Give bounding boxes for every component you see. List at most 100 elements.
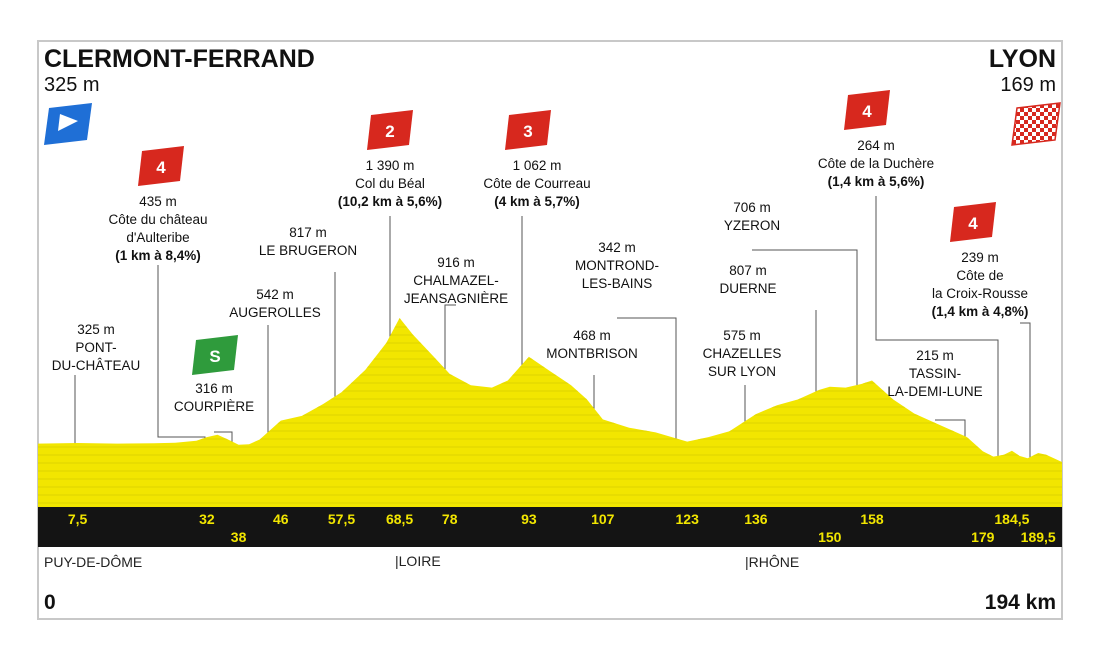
km-marker: 184,5 bbox=[994, 511, 1029, 527]
waypoint-68-5: 1 390 m Col du Béal (10,2 km à 5,6%) bbox=[338, 158, 442, 209]
km-marker: 189,5 bbox=[1021, 529, 1056, 545]
km-marker: 93 bbox=[521, 511, 537, 527]
svg-text:2: 2 bbox=[385, 122, 394, 141]
waypoint-text: 435 m bbox=[139, 194, 177, 209]
waypoint-179: 215 m TASSIN- LA-DEMI-LUNE bbox=[887, 348, 982, 399]
waypoint-text: LA-DEMI-LUNE bbox=[887, 384, 982, 399]
leader-line bbox=[875, 196, 999, 461]
waypoint-text: 575 m bbox=[723, 328, 761, 343]
waypoint-text: 264 m bbox=[857, 138, 895, 153]
leader-line bbox=[1020, 322, 1031, 461]
waypoint-93: 1 062 m Côte de Courreau (4 km à 5,7%) bbox=[483, 158, 590, 209]
waypoint-text: la Croix-Rousse bbox=[932, 286, 1028, 301]
waypoint-text: MONTBRISON bbox=[546, 346, 638, 361]
waypoint-text: 239 m bbox=[961, 250, 999, 265]
km-marker: 32 bbox=[199, 511, 215, 527]
waypoint-text: DU-CHÂTEAU bbox=[52, 358, 141, 373]
km-marker: 46 bbox=[273, 511, 289, 527]
waypoint-text: YZERON bbox=[724, 218, 780, 233]
climb-category-badge-icon: 4 bbox=[138, 146, 184, 186]
frame-border bbox=[37, 40, 1063, 620]
waypoint-text: LE BRUGERON bbox=[259, 243, 357, 258]
climb-stats: (1,4 km à 5,6%) bbox=[828, 174, 925, 189]
km-marker: 57,5 bbox=[328, 511, 355, 527]
waypoint-57-5: 817 m LE BRUGERON bbox=[259, 225, 357, 258]
waypoint-text: CHALMAZEL- bbox=[413, 273, 499, 288]
km-marker: 123 bbox=[676, 511, 700, 527]
km-marker: 107 bbox=[591, 511, 615, 527]
waypoint-136: 575 m CHAZELLES SUR LYON bbox=[703, 328, 782, 379]
finish-city: LYON bbox=[989, 45, 1056, 73]
svg-text:4: 4 bbox=[862, 102, 872, 121]
finish-flag-icon bbox=[1011, 102, 1061, 146]
waypoint-text: SUR LYON bbox=[708, 364, 776, 379]
waypoint-text: Côte de bbox=[956, 268, 1003, 283]
waypoint-78: 916 m CHALMAZEL- JEANSAGNIÈRE bbox=[404, 255, 508, 306]
km-marker: 68,5 bbox=[386, 511, 413, 527]
waypoint-184-5: 264 m Côte de la Duchère (1,4 km à 5,6%) bbox=[818, 138, 934, 189]
waypoint-text: 1 390 m bbox=[366, 158, 415, 173]
svg-text:4: 4 bbox=[968, 214, 978, 233]
waypoint-text: Côte du château bbox=[108, 212, 207, 227]
waypoint-158: 706 m YZERON bbox=[724, 200, 780, 233]
climb-stats: (10,2 km à 5,6%) bbox=[338, 194, 442, 209]
waypoint-32: 435 m Côte du château d'Aulteribe (1 km à 8… bbox=[108, 194, 207, 263]
climb-stats: (1 km à 8,4%) bbox=[115, 248, 201, 263]
waypoint-text: LES-BAINS bbox=[582, 276, 653, 291]
waypoint-text: DUERNE bbox=[719, 281, 776, 296]
climb-stats: (4 km à 5,7%) bbox=[494, 194, 580, 209]
waypoint-38: 316 m COURPIÈRE bbox=[174, 381, 254, 414]
waypoint-150: 807 m DUERNE bbox=[719, 263, 776, 296]
region-rhone: |RHÔNE bbox=[745, 554, 799, 570]
waypoint-text: Côte de Courreau bbox=[483, 176, 590, 191]
waypoint-123: 342 m MONTROND- LES-BAINS bbox=[575, 240, 659, 291]
svg-text:3: 3 bbox=[523, 122, 532, 141]
waypoint-text: 316 m bbox=[195, 381, 233, 396]
start-flag-icon bbox=[44, 103, 92, 145]
waypoint-text: AUGEROLLES bbox=[229, 305, 321, 320]
waypoint-text: COURPIÈRE bbox=[174, 399, 254, 414]
waypoint-text: 215 m bbox=[916, 348, 954, 363]
km-marker: 78 bbox=[442, 511, 458, 527]
waypoint-text: d'Aulteribe bbox=[126, 230, 189, 245]
waypoint-107: 468 m MONTBRISON bbox=[546, 328, 638, 361]
sprint-badge-icon: S bbox=[192, 335, 238, 375]
km-marker: 38 bbox=[231, 529, 247, 545]
climb-category-badge-icon: 4 bbox=[844, 90, 890, 130]
waypoint-text: 706 m bbox=[733, 200, 771, 215]
waypoint-text: 542 m bbox=[256, 287, 294, 302]
waypoint-text: 468 m bbox=[573, 328, 611, 343]
waypoint-189-5: 239 m Côte de la Croix-Rousse (1,4 km à 4,8… bbox=[932, 250, 1029, 319]
start-km: 0 bbox=[44, 591, 56, 614]
km-marker: 7,5 bbox=[68, 511, 88, 527]
waypoint-text: JEANSAGNIÈRE bbox=[404, 291, 508, 306]
km-marker: 179 bbox=[971, 529, 995, 545]
svg-text:4: 4 bbox=[156, 158, 166, 177]
waypoint-text: 342 m bbox=[598, 240, 636, 255]
climb-category-badge-icon: 2 bbox=[367, 110, 413, 150]
finish-altitude: 169 m bbox=[1000, 74, 1056, 96]
waypoint-text: 916 m bbox=[437, 255, 475, 270]
climb-category-badge-icon: 3 bbox=[505, 110, 551, 150]
waypoint-text: 1 062 m bbox=[513, 158, 562, 173]
waypoint-text: PONT- bbox=[75, 340, 116, 355]
leader-line bbox=[617, 317, 677, 461]
waypoint-text: 807 m bbox=[729, 263, 767, 278]
km-band bbox=[38, 507, 1062, 547]
km-marker: 158 bbox=[860, 511, 884, 527]
waypoint-text: CHAZELLES bbox=[703, 346, 782, 361]
waypoint-text: 325 m bbox=[77, 322, 115, 337]
elevation-profile bbox=[38, 318, 1062, 507]
waypoint-text: TASSIN- bbox=[909, 366, 961, 381]
climb-category-badge-icon: 4 bbox=[950, 202, 996, 242]
waypoint-text: Col du Béal bbox=[355, 176, 425, 191]
waypoint-7-5: 325 m PONT- DU-CHÂTEAU bbox=[52, 322, 141, 373]
km-marker: 136 bbox=[744, 511, 768, 527]
waypoint-text: Côte de la Duchère bbox=[818, 156, 934, 171]
waypoint-text: 817 m bbox=[289, 225, 327, 240]
region-puy-de-dome: PUY-DE-DÔME bbox=[44, 554, 142, 570]
waypoint-text: MONTROND- bbox=[575, 258, 659, 273]
climb-stats: (1,4 km à 4,8%) bbox=[932, 304, 1029, 319]
km-marker: 150 bbox=[818, 529, 842, 545]
